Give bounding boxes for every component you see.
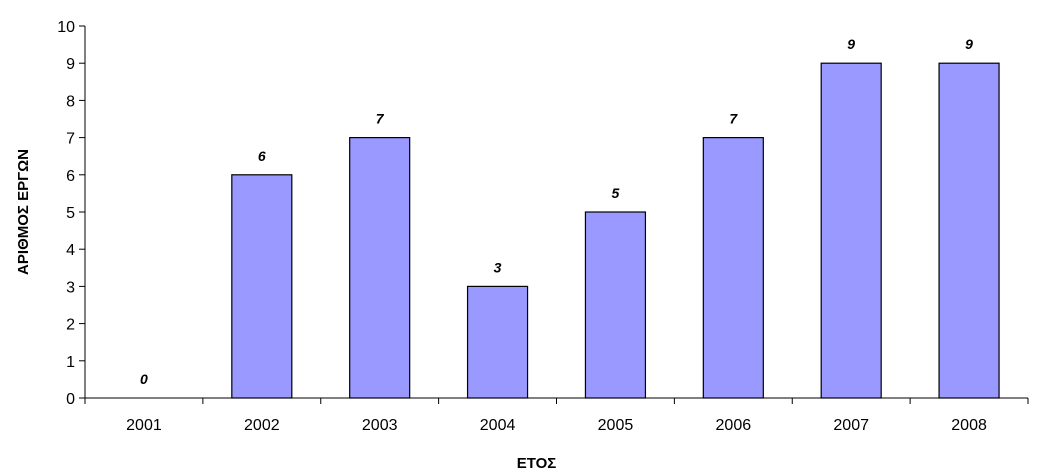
y-tick-label: 3	[66, 279, 75, 296]
bars	[231, 62, 1000, 399]
y-tick-label: 7	[66, 131, 75, 148]
y-tick-label: 6	[66, 168, 75, 185]
data-label-2006: 7	[729, 111, 738, 127]
data-label-2005: 5	[612, 185, 620, 201]
x-axis-title: ΕΤΟΣ	[517, 455, 557, 472]
x-tick-label: 2001	[126, 417, 162, 434]
bar-2005	[584, 211, 647, 399]
data-labels: 0 6 7 3 5 7 9 9	[140, 36, 973, 387]
y-tick-label: 1	[66, 354, 75, 371]
data-label-2002: 6	[258, 148, 266, 164]
y-tick-label: 10	[57, 19, 75, 36]
y-axis-ticks: 0 1 2 3 4 5 6 7 8 9 10	[57, 19, 85, 408]
y-tick-label: 0	[66, 391, 75, 408]
x-tick-label: 2004	[480, 417, 516, 434]
x-tick-label: 2006	[716, 417, 752, 434]
data-label-2004: 3	[494, 259, 502, 275]
y-tick-label: 2	[66, 317, 75, 334]
y-tick-label: 9	[66, 56, 75, 73]
data-label-2007: 9	[847, 36, 855, 52]
x-axis-ticks: 2001 2002 2003 2004 2005 2006 2007 2008	[84, 398, 1029, 434]
data-label-2003: 7	[376, 111, 385, 127]
y-tick-label: 8	[66, 93, 75, 110]
x-tick-label: 2002	[244, 417, 280, 434]
y-axis-title: ΑΡΙΘΜΟΣ ΕΡΓΩΝ	[15, 149, 32, 275]
x-tick-label: 2008	[951, 417, 987, 434]
x-tick-label: 2007	[833, 417, 869, 434]
bar-2008	[938, 62, 1000, 399]
y-tick-label: 4	[66, 242, 75, 259]
bar-2006	[702, 137, 764, 399]
bar-2002	[231, 174, 293, 399]
bar-2007	[820, 62, 882, 399]
data-label-2001: 0	[140, 371, 148, 387]
x-tick-label: 2005	[598, 417, 634, 434]
y-tick-label: 5	[66, 205, 75, 222]
x-tick-label: 2003	[362, 417, 398, 434]
data-label-2008: 9	[965, 36, 973, 52]
bar-2003	[349, 137, 411, 399]
bar-2004	[466, 285, 529, 399]
